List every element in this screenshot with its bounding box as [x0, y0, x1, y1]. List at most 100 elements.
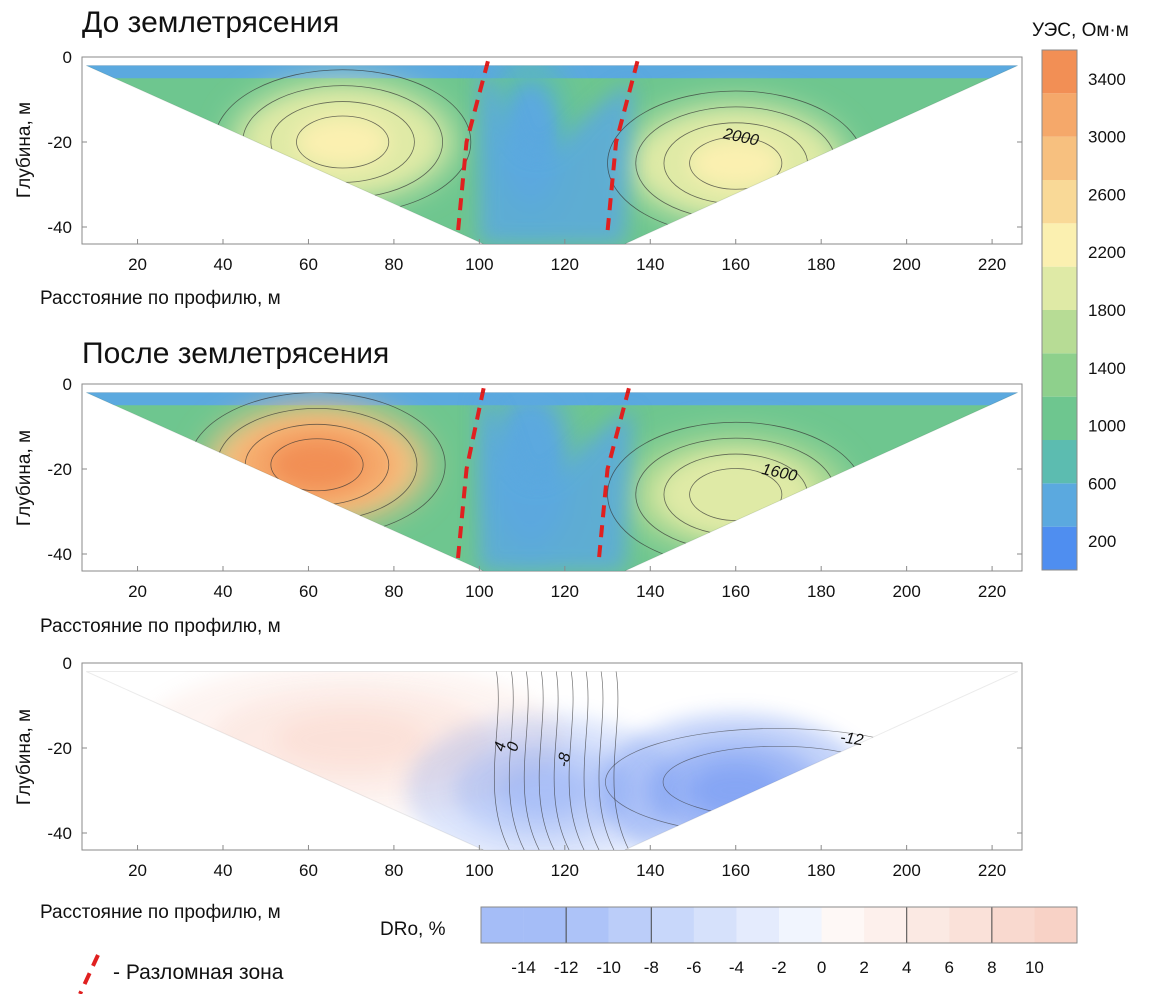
colorbar-dro-tick: -2: [771, 958, 786, 977]
fault-legend-symbol: [78, 954, 100, 994]
contour-line: [553, 671, 570, 850]
panel-after-x-ticks: 20 40 60 80 100 120 140 160 180 200 220: [128, 566, 1006, 601]
fault-legend-label: - Разломная зона: [113, 961, 284, 984]
x-tick-label: 120: [551, 861, 579, 880]
colorbar-dro-swatch: [693, 907, 737, 943]
x-tick-label: 80: [384, 582, 403, 601]
colorbar-dro-swatch: [523, 907, 567, 943]
panel-difference-ylabel: Глубина, м: [14, 709, 35, 805]
colorbar-dro-swatch: [821, 907, 865, 943]
contour-label: -12: [839, 729, 864, 749]
colorbar-resistivity-tick: 200: [1088, 532, 1116, 551]
colorbar-dro-frame: [480, 906, 1078, 944]
y-tick-label: -40: [47, 218, 72, 237]
x-tick-label: 120: [551, 582, 579, 601]
colorbar-dro-tick: 6: [945, 958, 954, 977]
x-tick-label: 80: [384, 255, 403, 274]
y-tick-label: 0: [63, 48, 72, 67]
colorbar-dro-swatch: [779, 907, 822, 943]
panel-before-ylabel: Глубина, м: [14, 102, 35, 198]
colorbar-dro-swatch: [736, 907, 779, 943]
conductive-zone: [479, 392, 634, 571]
x-tick-label: 40: [214, 255, 233, 274]
colorbar-dro-tick: -8: [644, 958, 659, 977]
x-tick-label: 100: [465, 255, 493, 274]
x-tick-label: 40: [214, 861, 233, 880]
colorbar-resistivity-swatch: [1042, 223, 1077, 267]
colorbar-resistivity-swatch: [1042, 266, 1077, 310]
panel-after-xlabel: Расстояние по профилю, м: [40, 616, 281, 637]
colorbar-resistivity-swatch: [1042, 396, 1077, 440]
section-outline: [86, 671, 1018, 851]
dro-anomaly: [687, 763, 784, 818]
x-tick-label: 220: [978, 861, 1006, 880]
contour-line: [583, 671, 600, 850]
colorbar-dro-swatch: [949, 907, 992, 943]
contour-line: [538, 671, 555, 850]
colorbar-dro-tick: -6: [686, 958, 701, 977]
colorbar-resistivity: УЭС, Ом·м 200 600 1000 1400 1800 2200 2600 3000…: [1032, 20, 1129, 571]
x-tick-label: 160: [722, 255, 750, 274]
colorbar-resistivity-swatches: 200 600 1000 1400 1800 2200 2600 3000 3400: [1042, 50, 1126, 570]
x-tick-label: 200: [892, 582, 920, 601]
colorbar-resistivity-swatch: [1042, 136, 1077, 180]
colorbar-dro-swatch: [651, 907, 694, 943]
fault-line: [456, 60, 490, 232]
colorbar-dro-tick: 4: [902, 958, 911, 977]
panel-difference-x-ticks: 20 40 60 80 100 120 140 160 180 200 220: [128, 845, 1006, 880]
x-tick-label: 180: [807, 861, 835, 880]
x-tick-label: 60: [299, 255, 318, 274]
x-tick-label: 160: [722, 582, 750, 601]
x-tick-label: 140: [636, 582, 664, 601]
panel-after: После землетрясения 1600 20 40 60 80 100 120 1…: [14, 337, 1023, 637]
panel-before: До землетрясения 2000 20 40 60 80 100 120 140 1…: [14, 6, 1023, 309]
colorbar-resistivity-tick: 2200: [1088, 243, 1126, 262]
contour-line: [523, 671, 540, 850]
resistivity-anomaly: [689, 138, 783, 189]
x-tick-label: 60: [299, 582, 318, 601]
x-tick-label: 180: [807, 582, 835, 601]
contour-line: [508, 671, 525, 850]
y-tick-label: -40: [47, 545, 72, 564]
colorbar-dro-swatch: [608, 907, 652, 943]
panel-difference-heatmap: 40 -8 -12: [86, 671, 1018, 851]
colorbar-dro-tick: 2: [859, 958, 868, 977]
x-tick-label: 180: [807, 255, 835, 274]
x-tick-label: 220: [978, 255, 1006, 274]
fault-line: [456, 387, 486, 559]
contour-line: [568, 671, 585, 850]
panel-before-x-ticks: 20 40 60 80 100 120 140 160 180 200 220: [128, 239, 1006, 274]
contour-label: -8: [555, 751, 574, 768]
x-tick-label: 140: [636, 255, 664, 274]
conductive-zone: [479, 65, 634, 244]
colorbar-resistivity-swatch: [1042, 526, 1077, 570]
colorbar-dro-tick: -12: [554, 958, 579, 977]
contour-line: [689, 136, 783, 190]
section-outline: [86, 392, 1018, 572]
contour-label: 0: [504, 740, 523, 753]
colorbar-resistivity-swatch: [1042, 93, 1077, 137]
resistivity-anomaly: [689, 469, 783, 520]
panel-before-xlabel: Расстояние по профилю, м: [40, 288, 281, 309]
fault-line: [605, 60, 640, 232]
y-tick-label: -20: [47, 739, 72, 758]
colorbar-resistivity-tick: 1000: [1088, 417, 1126, 436]
colorbar-dro-title: DRo, %: [380, 919, 446, 940]
fault-line: [597, 387, 631, 559]
colorbar-dro-swatch: [481, 907, 524, 943]
y-tick-label: -20: [47, 460, 72, 479]
panel-before-title: До землетрясения: [82, 6, 339, 39]
panel-after-y-ticks: 0 -20 -40: [47, 375, 1022, 564]
colorbar-dro-swatch: [566, 907, 609, 943]
y-tick-label: 0: [63, 375, 72, 394]
colorbar-dro-swatch: [1034, 907, 1077, 943]
legend: - Разломная зона: [78, 954, 284, 994]
colorbar-resistivity-swatch: [1042, 180, 1077, 224]
colorbar-dro: DRo, % -14 -12 -10 -8 -6 -4 -2 0 2 4 6 8 10: [380, 906, 1078, 977]
y-tick-label: -20: [47, 133, 72, 152]
x-tick-label: 200: [892, 861, 920, 880]
contour-label: 4: [491, 740, 510, 753]
colorbar-dro-swatches: -14 -12 -10 -8 -6 -4 -2 0 2 4 6 8 10: [481, 907, 1077, 977]
colorbar-dro-tick: 8: [987, 958, 996, 977]
colorbar-resistivity-swatch: [1042, 353, 1077, 397]
